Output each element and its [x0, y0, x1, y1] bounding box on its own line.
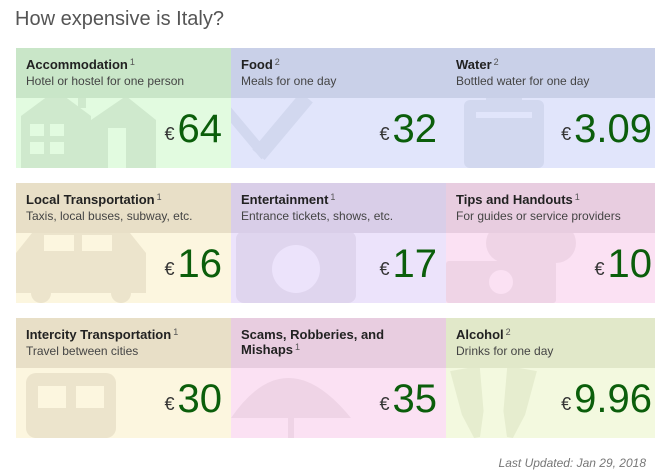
- card-header: Accommodation 1 Hotel or hostel for one p…: [16, 48, 231, 98]
- currency-symbol: €: [379, 394, 390, 414]
- card-price: €9.96: [561, 379, 652, 426]
- footnote-marker: 1: [330, 192, 336, 202]
- card-description: Entrance tickets, shows, etc.: [241, 209, 394, 223]
- card-header: Tips and Handouts 1 For guides or service…: [446, 183, 655, 233]
- price-value: 32: [392, 107, 438, 151]
- card-description: Drinks for one day: [456, 344, 554, 358]
- card-price: €16: [164, 244, 222, 291]
- price-value: 30: [177, 377, 223, 421]
- price-value: 17: [392, 242, 438, 286]
- footnote-marker: 1: [173, 327, 179, 337]
- currency-symbol: €: [164, 124, 175, 144]
- card-scams-robberies-mishaps[interactable]: Scams, Robberies, and Mishaps 1 €35: [231, 318, 446, 438]
- card-entertainment[interactable]: Entertainment 1 Entrance tickets, shows, …: [231, 183, 446, 303]
- card-name: Tips and Handouts 1: [456, 192, 580, 207]
- card-intercity-transportation[interactable]: Intercity Transportation 1 Travel between…: [16, 318, 231, 438]
- footnote-marker: 1: [156, 192, 162, 202]
- footnote-marker: 2: [493, 57, 499, 67]
- currency-symbol: €: [164, 259, 175, 279]
- currency-symbol: €: [379, 259, 390, 279]
- house-icon: [21, 90, 156, 168]
- card-name: Intercity Transportation 1: [26, 327, 179, 342]
- card-price: €30: [164, 379, 222, 426]
- price-value: 9.96: [574, 377, 652, 421]
- card-header: Scams, Robberies, and Mishaps 1: [231, 318, 446, 368]
- card-description: Bottled water for one day: [456, 74, 590, 88]
- card-name: Water 2: [456, 57, 499, 72]
- currency-symbol: €: [561, 394, 572, 414]
- card-description: Meals for one day: [241, 74, 337, 88]
- card-description: Travel between cities: [26, 344, 139, 358]
- fork-knife-icon: [231, 92, 313, 160]
- taxi-icon: [16, 228, 146, 303]
- card-accommodation[interactable]: Accommodation 1 Hotel or hostel for one p…: [16, 48, 231, 168]
- card-header: Alcohol 2 Drinks for one day: [446, 318, 655, 368]
- card-price: €35: [379, 379, 437, 426]
- card-name: Scams, Robberies, and Mishaps 1: [241, 327, 385, 357]
- price-value: 16: [177, 242, 223, 286]
- price-value: 10: [607, 242, 653, 286]
- card-name: Food 2: [241, 57, 280, 72]
- card-header: Food 2 Meals for one day: [231, 48, 446, 98]
- card-price: €17: [379, 244, 437, 291]
- card-price: €64: [164, 109, 222, 156]
- currency-symbol: €: [379, 124, 390, 144]
- card-alcohol[interactable]: Alcohol 2 Drinks for one day €9.96: [446, 318, 655, 438]
- cost-grid: Accommodation 1 Hotel or hostel for one p…: [16, 48, 655, 438]
- card-header: Intercity Transportation 1 Travel between…: [16, 318, 231, 368]
- currency-symbol: €: [164, 394, 175, 414]
- card-price: €3.09: [561, 109, 652, 156]
- price-value: 64: [177, 107, 223, 151]
- card-description: Taxis, local buses, subway, etc.: [26, 209, 193, 223]
- card-name: Alcohol 2: [456, 327, 511, 342]
- train-icon: [26, 373, 116, 438]
- footnote-marker: 1: [129, 57, 135, 67]
- footnote-marker: 1: [295, 342, 301, 352]
- umbrella-icon: [231, 378, 351, 438]
- card-name: Local Transportation 1: [26, 192, 162, 207]
- wine-glasses-icon: [450, 365, 537, 438]
- card-description: Hotel or hostel for one person: [26, 74, 185, 88]
- card-name: Entertainment 1: [241, 192, 336, 207]
- card-price: €10: [594, 244, 652, 291]
- card-name: Accommodation 1: [26, 57, 135, 72]
- price-value: 3.09: [574, 107, 652, 151]
- card-tips-and-handouts[interactable]: Tips and Handouts 1 For guides or service…: [446, 183, 655, 303]
- card-price: €32: [379, 109, 437, 156]
- card-header: Water 2 Bottled water for one day: [446, 48, 655, 98]
- last-updated: Last Updated: Jan 29, 2018: [498, 456, 646, 470]
- currency-symbol: €: [594, 259, 605, 279]
- card-local-transportation[interactable]: Local Transportation 1 Taxis, local buses…: [16, 183, 231, 303]
- card-description: For guides or service providers: [456, 209, 621, 223]
- footnote-marker: 1: [574, 192, 580, 202]
- card-header: Local Transportation 1 Taxis, local buses…: [16, 183, 231, 233]
- card-food[interactable]: Food 2 Meals for one day €32: [231, 48, 446, 168]
- card-water[interactable]: Water 2 Bottled water for one day €3.09: [446, 48, 655, 168]
- footnote-marker: 2: [274, 57, 280, 67]
- currency-symbol: €: [561, 124, 572, 144]
- money-icon: [446, 223, 576, 303]
- footnote-marker: 2: [505, 327, 511, 337]
- page-title: How expensive is Italy?: [15, 8, 224, 30]
- price-value: 35: [392, 377, 438, 421]
- card-header: Entertainment 1 Entrance tickets, shows, …: [231, 183, 446, 233]
